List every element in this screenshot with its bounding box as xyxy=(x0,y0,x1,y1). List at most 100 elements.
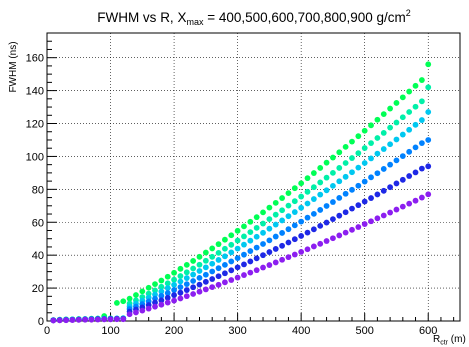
data-point xyxy=(209,245,216,252)
data-point xyxy=(323,159,330,166)
data-point xyxy=(196,253,203,260)
data-point xyxy=(310,184,317,191)
data-point xyxy=(304,188,311,195)
gridlines xyxy=(47,33,460,321)
data-point xyxy=(279,242,285,249)
data-point xyxy=(190,258,197,264)
data-point xyxy=(272,233,279,240)
data-point xyxy=(285,254,292,261)
data-point xyxy=(177,289,184,296)
data-point xyxy=(260,241,266,247)
data-point xyxy=(342,173,349,180)
data-point xyxy=(241,233,247,240)
data-point xyxy=(266,249,273,255)
data-point xyxy=(374,135,381,141)
data-point xyxy=(380,111,387,118)
data-point xyxy=(425,84,432,91)
data-point xyxy=(82,316,89,323)
data-point xyxy=(406,173,413,179)
data-point xyxy=(177,273,184,279)
data-point xyxy=(368,140,374,146)
data-point xyxy=(183,275,190,281)
data-point xyxy=(279,217,285,224)
data-point xyxy=(266,216,273,223)
data-point xyxy=(272,221,279,228)
data-point xyxy=(285,202,292,209)
data-point xyxy=(304,175,311,182)
plot-frame xyxy=(46,32,461,322)
data-point xyxy=(196,281,203,288)
data-point xyxy=(368,174,374,181)
series-1 xyxy=(50,61,432,324)
y-tick-label: 80 xyxy=(32,184,44,196)
data-point xyxy=(279,256,285,263)
data-point xyxy=(387,161,394,168)
data-point xyxy=(222,270,228,277)
x-tick-label: 0 xyxy=(44,325,50,337)
data-point xyxy=(342,229,349,236)
data-point xyxy=(406,126,413,133)
data-point xyxy=(126,295,133,302)
data-point xyxy=(330,199,336,205)
data-point xyxy=(298,204,305,211)
data-point xyxy=(94,316,101,323)
data-point xyxy=(425,191,432,198)
data-point xyxy=(253,224,260,231)
data-point xyxy=(266,225,273,232)
x-tick-label: 500 xyxy=(356,325,374,337)
data-point xyxy=(158,283,165,290)
data-point xyxy=(190,291,197,297)
data-point xyxy=(202,286,209,293)
data-point xyxy=(215,281,222,288)
data-point xyxy=(355,224,362,230)
data-point xyxy=(298,218,305,225)
data-point xyxy=(177,284,184,290)
data-point xyxy=(164,280,171,287)
data-point xyxy=(234,255,241,262)
data-point xyxy=(425,137,432,143)
y-tick-label: 160 xyxy=(26,53,44,65)
data-point xyxy=(215,249,222,256)
data-point xyxy=(215,241,222,248)
data-point xyxy=(349,138,355,145)
data-point xyxy=(222,261,228,268)
data-point xyxy=(75,316,82,323)
chart-title: FWHM vs R, Xmax = 400,500,600,700,800,90… xyxy=(97,8,411,27)
data-point xyxy=(247,258,254,265)
data-point xyxy=(304,229,311,236)
data-point xyxy=(266,237,273,244)
data-point xyxy=(202,264,209,271)
data-point xyxy=(323,219,330,226)
data-point xyxy=(380,187,387,194)
data-point xyxy=(177,278,184,285)
data-point xyxy=(202,249,209,256)
data-point xyxy=(171,281,177,288)
data-point xyxy=(253,244,260,251)
data-point xyxy=(361,198,368,205)
data-point xyxy=(215,265,222,272)
data-point xyxy=(374,215,381,222)
data-point xyxy=(222,236,228,243)
data-point xyxy=(418,194,425,201)
data-point xyxy=(260,252,266,259)
data-point xyxy=(342,209,349,216)
data-point xyxy=(183,293,190,300)
data-point xyxy=(164,290,171,296)
data-point xyxy=(291,236,298,243)
data-point xyxy=(310,243,317,250)
data-point xyxy=(158,301,165,308)
data-point xyxy=(202,271,209,278)
data-point xyxy=(183,261,190,268)
data-point xyxy=(260,229,266,236)
data-point xyxy=(380,146,387,152)
data-point xyxy=(228,232,235,239)
data-point xyxy=(336,232,343,239)
data-point xyxy=(158,277,165,284)
series-6 xyxy=(50,191,432,324)
data-point xyxy=(234,264,241,271)
data-point xyxy=(317,222,324,229)
data-point xyxy=(291,251,298,258)
data-point xyxy=(368,195,374,201)
data-point xyxy=(196,288,203,295)
data-point xyxy=(209,284,216,290)
